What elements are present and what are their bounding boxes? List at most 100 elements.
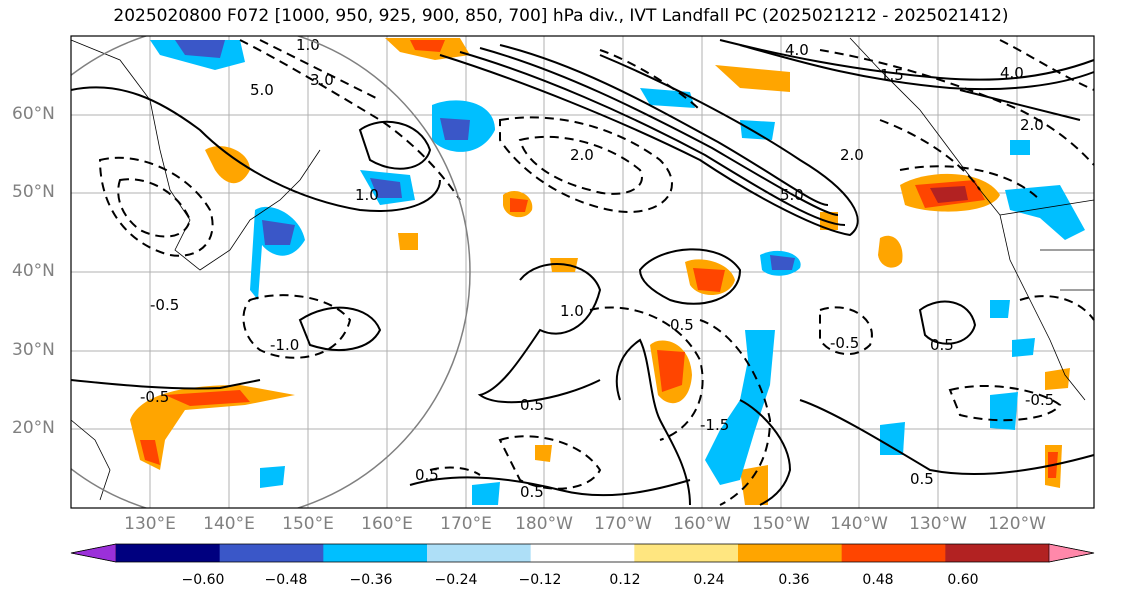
shading-layer — [130, 38, 1085, 505]
colorbar-segment — [634, 544, 739, 562]
colorbar-segment — [116, 544, 221, 562]
lon-label-160w: 160°W — [673, 514, 731, 534]
contour-label: -0.5 — [830, 334, 859, 352]
map-frame — [70, 35, 1095, 509]
coastlines — [70, 37, 1095, 501]
colorbar-outline — [70, 543, 1095, 563]
shade-negative — [705, 330, 775, 485]
shade-negative — [880, 422, 905, 455]
contour-label: 0.5 — [930, 336, 954, 354]
contour-label: 0.5 — [910, 470, 934, 488]
shade-positive — [657, 350, 685, 392]
contour-label: 4.0 — [785, 41, 809, 59]
lon-label-160e: 160°E — [361, 514, 413, 534]
lat-label-20: 20°N — [12, 418, 55, 438]
shade-positive — [410, 40, 445, 52]
contour-label: 0.5 — [670, 316, 694, 334]
shade-positive — [1045, 368, 1070, 390]
lon-label-130w: 130°W — [909, 514, 967, 534]
colorbar-segment — [219, 544, 324, 562]
colorbar-tick: −0.60 — [181, 572, 225, 588]
contour-label: 1.0 — [355, 186, 379, 204]
colorbar-tick: −0.48 — [264, 572, 308, 588]
contour-label: -1.0 — [270, 336, 299, 354]
lon-label-140e: 140°E — [203, 514, 255, 534]
shade-positive — [930, 186, 968, 203]
contour-label: -0.5 — [140, 388, 169, 406]
contour-label: 0.5 — [520, 483, 544, 501]
colorbar-tick: 0.24 — [693, 572, 725, 588]
lat-label-50: 50°N — [12, 182, 55, 202]
colorbar-tick: 0.48 — [862, 572, 894, 588]
shade-negative — [440, 118, 470, 140]
colorbar — [70, 543, 1095, 563]
contour-label: -0.5 — [1025, 391, 1054, 409]
shade-positive — [740, 465, 768, 505]
lon-label-170e: 170°E — [440, 514, 492, 534]
colorbar-tick: −0.36 — [349, 572, 393, 588]
lat-label-60: 60°N — [12, 104, 55, 124]
shade-negative — [370, 178, 402, 198]
colorbar-tick: −0.24 — [434, 572, 478, 588]
lat-label-30: 30°N — [12, 340, 55, 360]
colorbar-segment — [945, 544, 1050, 562]
shade-negative — [1005, 185, 1085, 240]
lon-label-150e: 150°E — [282, 514, 334, 534]
shade-negative — [990, 300, 1010, 318]
shade-negative — [262, 220, 295, 245]
shade-positive — [510, 198, 528, 212]
shade-negative — [260, 466, 285, 488]
shade-positive — [820, 212, 838, 230]
shade-positive — [693, 268, 725, 292]
shade-negative — [740, 120, 775, 140]
colorbar-tick: −0.12 — [518, 572, 562, 588]
colorbar-tick: 0.12 — [609, 572, 641, 588]
shade-negative — [175, 40, 225, 58]
shade-negative — [770, 255, 795, 270]
shade-positive — [140, 440, 160, 465]
lon-label-170w: 170°W — [594, 514, 652, 534]
map-title: 2025020800 F072 [1000, 950, 925, 900, 85… — [113, 6, 1009, 26]
shade-negative — [1010, 140, 1030, 155]
colorbar-segment — [323, 544, 428, 562]
contour-labels: 1.0 3.0 5.0 1.0 0.5 0.5 -1.0 -0.5 1.0 0.… — [140, 36, 1054, 501]
shade-positive — [398, 233, 418, 250]
contour-label: 3.0 — [310, 71, 334, 89]
shade-negative — [472, 482, 500, 505]
shade-positive — [205, 146, 250, 184]
contour-label: 4.0 — [1000, 64, 1024, 82]
contours-dashed — [98, 39, 1095, 506]
lat-label-40: 40°N — [12, 261, 55, 281]
colorbar-tick: 0.60 — [947, 572, 979, 588]
colorbar-extend-high — [1048, 543, 1095, 563]
colorbar-segment — [530, 544, 635, 562]
contours — [70, 39, 1095, 506]
contour-label: 1.5 — [880, 66, 904, 84]
shade-positive — [165, 390, 250, 406]
shade-negative — [990, 392, 1018, 430]
contour-label: -1.5 — [700, 416, 729, 434]
shade-negative — [1012, 338, 1035, 357]
shade-positive — [130, 385, 295, 470]
lon-label-180w: 180°W — [515, 514, 573, 534]
contour-label: 1.0 — [560, 302, 584, 320]
lon-label-130e: 130°E — [124, 514, 176, 534]
contour-label: 0.5 — [415, 466, 439, 484]
contour-label: 5.0 — [780, 186, 804, 204]
colorbar-segment — [427, 544, 532, 562]
contour-label: -0.5 — [150, 296, 179, 314]
contour-label: 0.5 — [520, 396, 544, 414]
contour-label: 1.0 — [296, 36, 320, 54]
contour-label: 2.0 — [840, 146, 864, 164]
contour-label: 5.0 — [250, 81, 274, 99]
colorbar-segment — [738, 544, 843, 562]
lon-label-150w: 150°W — [752, 514, 810, 534]
contour-label: 2.0 — [570, 146, 594, 164]
colorbar-segment — [841, 544, 946, 562]
lon-label-120w: 120°W — [988, 514, 1046, 534]
shade-positive — [878, 235, 903, 268]
shade-positive — [715, 65, 790, 92]
lon-label-140w: 140°W — [830, 514, 888, 534]
contour-label: 2.0 — [1020, 116, 1044, 134]
